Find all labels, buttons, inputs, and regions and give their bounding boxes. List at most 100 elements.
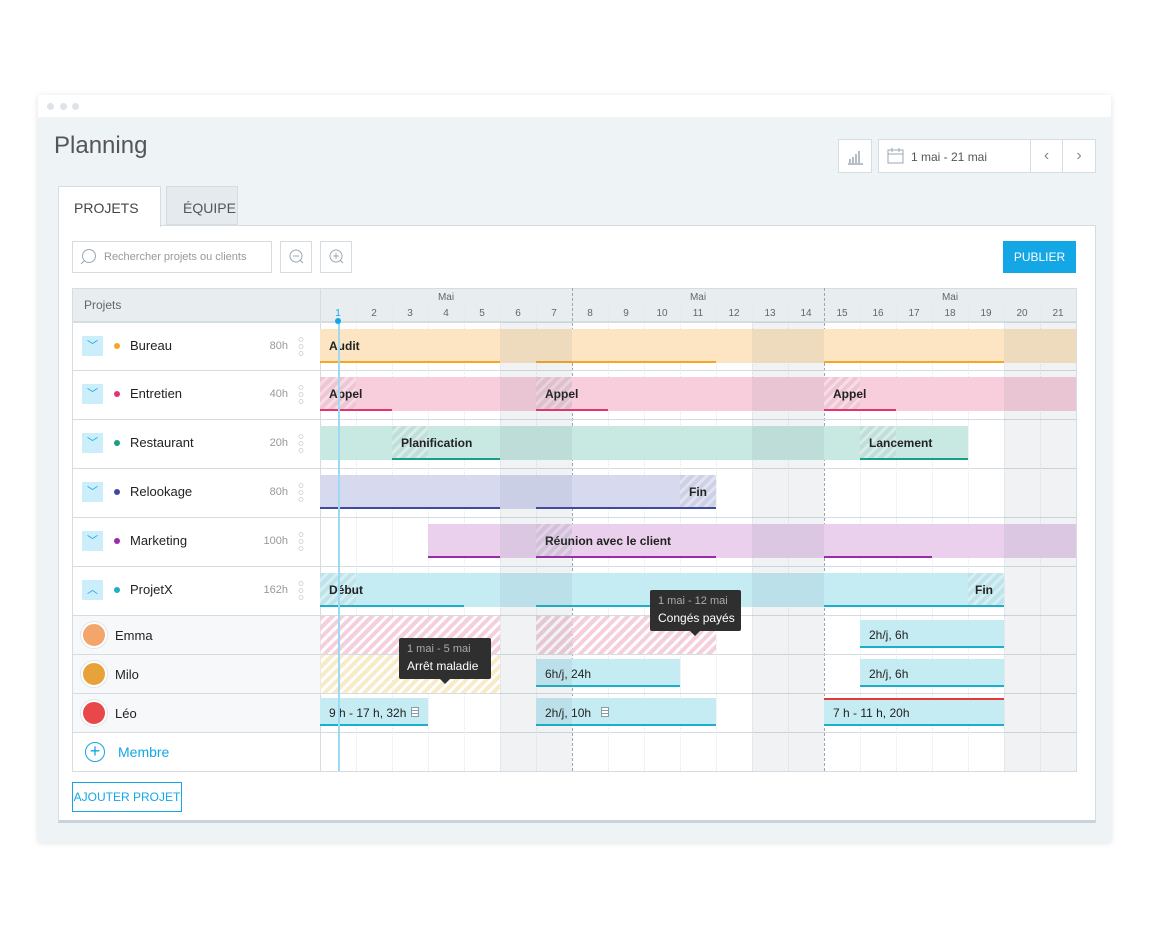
project-menu[interactable] bbox=[298, 482, 304, 502]
project-dot bbox=[114, 587, 120, 593]
bar-underline bbox=[536, 361, 716, 363]
project-bar bbox=[320, 475, 716, 509]
search-icon bbox=[80, 249, 96, 265]
booking-label: 2h/j, 10h bbox=[545, 706, 592, 720]
today-line bbox=[338, 318, 340, 771]
window-dot bbox=[72, 103, 79, 110]
project-dot bbox=[114, 391, 120, 397]
project-hours: 40h bbox=[269, 388, 288, 400]
weekend-shade bbox=[1004, 322, 1076, 771]
expand-button[interactable]: ﹀ bbox=[82, 433, 103, 453]
booking bbox=[860, 620, 1004, 648]
column-header: Projets bbox=[84, 298, 122, 312]
grid-header bbox=[73, 289, 1076, 322]
add-project-button[interactable]: AJOUTER PROJET bbox=[72, 782, 182, 812]
bar-label: Lancement bbox=[869, 436, 933, 450]
row-divider bbox=[73, 566, 1076, 567]
project-hours: 162h bbox=[263, 584, 288, 596]
expand-button[interactable]: ﹀ bbox=[82, 482, 103, 502]
note-icon bbox=[601, 707, 609, 717]
project-name: Restaurant bbox=[130, 435, 194, 450]
bar-underline bbox=[824, 409, 896, 411]
tooltip-dates: 1 mai - 12 mai bbox=[658, 595, 728, 607]
day-label: 4 bbox=[443, 308, 449, 319]
weekend-shade bbox=[752, 322, 824, 771]
day-label: 2 bbox=[371, 308, 377, 319]
bar-underline bbox=[320, 409, 392, 411]
project-name: Entretien bbox=[130, 386, 183, 401]
project-dot bbox=[114, 538, 120, 544]
booking bbox=[536, 659, 680, 687]
expand-button[interactable]: ﹀ bbox=[82, 531, 103, 551]
project-menu[interactable] bbox=[298, 580, 304, 600]
project-name: Relookage bbox=[130, 484, 193, 499]
member-name: Milo bbox=[115, 667, 139, 682]
bar-hatch bbox=[536, 524, 572, 558]
publish-button[interactable]: PUBLIER bbox=[1003, 241, 1076, 273]
row-divider bbox=[73, 732, 1076, 733]
zoom-out[interactable] bbox=[280, 241, 312, 273]
expand-button[interactable]: ﹀ bbox=[82, 336, 103, 356]
booking bbox=[860, 659, 1004, 687]
expand-button[interactable]: ﹀ bbox=[82, 384, 103, 404]
prev-button[interactable]: ‹ bbox=[1030, 139, 1063, 173]
bar-underline bbox=[824, 556, 932, 558]
search-placeholder: Rechercher projets ou clients bbox=[104, 251, 247, 263]
row-divider bbox=[73, 615, 1076, 616]
project-dot bbox=[114, 440, 120, 446]
zoom-out-icon bbox=[289, 249, 304, 264]
bar-underline bbox=[320, 605, 464, 607]
zoom-in[interactable] bbox=[320, 241, 352, 273]
tooltip-arrow bbox=[440, 679, 450, 684]
bar-label: Appel bbox=[329, 387, 363, 401]
bar-label: Appel bbox=[833, 387, 867, 401]
add-member[interactable]: Membre bbox=[118, 744, 170, 760]
booking-label: 9 h - 17 h, 32h bbox=[329, 706, 407, 720]
bar-hatch bbox=[860, 426, 896, 460]
booking bbox=[536, 698, 716, 726]
stats-button[interactable] bbox=[838, 139, 872, 173]
note-icon bbox=[411, 707, 419, 717]
add-member-icon[interactable]: + bbox=[85, 742, 105, 762]
tooltip-arrow bbox=[690, 631, 700, 636]
tooltip bbox=[650, 590, 741, 631]
row-divider bbox=[73, 654, 1076, 655]
window-bar bbox=[38, 95, 1111, 117]
tab[interactable]: ÉQUIPE bbox=[166, 186, 238, 225]
row-divider bbox=[73, 322, 1076, 323]
expand-button[interactable]: ︿ bbox=[82, 580, 103, 600]
day-label: 21 bbox=[1052, 308, 1064, 319]
bar-label: Audit bbox=[329, 339, 360, 353]
bar-hatch bbox=[824, 377, 860, 411]
page-title: Planning bbox=[54, 132, 148, 159]
day-label: 8 bbox=[587, 308, 593, 319]
row-divider bbox=[73, 693, 1076, 694]
next-button[interactable]: › bbox=[1062, 139, 1096, 173]
day-label: 20 bbox=[1016, 308, 1028, 319]
month-label: Mai bbox=[437, 292, 455, 303]
search-box[interactable]: Rechercher projets ou clients bbox=[72, 241, 272, 273]
project-menu[interactable] bbox=[298, 336, 304, 356]
day-label: 3 bbox=[407, 308, 413, 319]
bar-label: Début bbox=[329, 583, 363, 597]
project-menu[interactable] bbox=[298, 531, 304, 551]
bar-hatch bbox=[968, 573, 1004, 607]
bar-underline bbox=[536, 507, 716, 509]
window-dot bbox=[60, 103, 67, 110]
day-label: 12 bbox=[728, 308, 740, 319]
project-menu[interactable] bbox=[298, 433, 304, 453]
bar-label: Planification bbox=[401, 436, 473, 450]
date-picker[interactable]: 1 mai - 21 mai ‹ › bbox=[878, 139, 1096, 173]
project-bar bbox=[320, 377, 1076, 411]
booking-label: 6h/j, 24h bbox=[545, 667, 592, 681]
project-name: Bureau bbox=[130, 338, 172, 353]
tooltip-label: Arrêt maladie bbox=[407, 659, 479, 673]
tab-active[interactable]: PROJETS bbox=[58, 186, 161, 227]
member-row-bg bbox=[73, 616, 320, 654]
day-label: 13 bbox=[764, 308, 776, 319]
avatar bbox=[81, 622, 107, 648]
project-menu[interactable] bbox=[298, 384, 304, 404]
day-label: 16 bbox=[872, 308, 884, 319]
project-bar bbox=[320, 329, 1076, 363]
